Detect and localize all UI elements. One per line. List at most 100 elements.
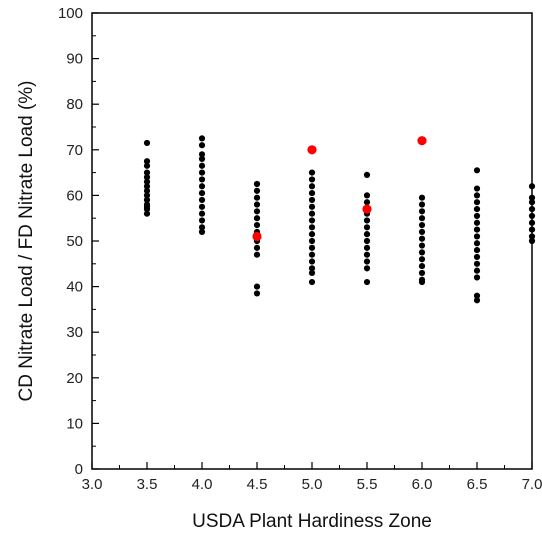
x-tick-label: 4.0 [192, 476, 213, 493]
x-axis-title: USDA Plant Hardiness Zone [192, 511, 432, 532]
black-data-point [528, 194, 536, 201]
black-data-point [308, 265, 316, 272]
black-data-point [473, 267, 481, 274]
y-tick-label: 0 [75, 461, 83, 478]
red-data-point [252, 231, 262, 242]
black-data-point [253, 221, 261, 229]
black-data-point [363, 244, 371, 251]
black-data-point [418, 262, 426, 270]
black-data-point [253, 180, 261, 188]
black-data-point [198, 210, 206, 217]
x-tick-label: 3.0 [82, 476, 103, 493]
black-data-point [473, 219, 481, 226]
x-tick-label: 7.0 [522, 476, 542, 493]
black-data-point [198, 169, 206, 176]
black-data-point [473, 192, 481, 199]
black-data-point [143, 139, 151, 147]
black-data-point [143, 187, 151, 194]
black-data-point [473, 185, 481, 192]
black-data-point [198, 151, 206, 158]
black-data-point [363, 224, 371, 231]
black-data-point [528, 237, 536, 245]
black-data-point [528, 226, 536, 233]
black-data-point [198, 155, 206, 163]
y-tick-label: 50 [66, 233, 83, 250]
black-data-point [363, 251, 371, 258]
black-data-point [198, 183, 206, 190]
black-data-point [308, 217, 316, 224]
black-data-point [308, 196, 316, 204]
black-data-point [528, 199, 536, 206]
black-data-point [473, 240, 481, 247]
black-data-point [253, 215, 261, 222]
black-data-point [143, 196, 151, 204]
black-data-point [473, 212, 481, 220]
y-tick-label: 20 [66, 370, 83, 387]
black-data-point [198, 196, 206, 204]
red-data-point [362, 204, 372, 214]
red-data-point [417, 136, 427, 146]
black-data-point [198, 162, 206, 169]
black-data-point [418, 194, 426, 201]
black-data-point [473, 205, 481, 213]
black-data-point [473, 260, 481, 267]
black-data-point [418, 201, 426, 208]
black-data-point [418, 278, 426, 286]
black-data-point [308, 203, 316, 210]
black-data-point [473, 226, 481, 233]
x-tick-label: 6.5 [467, 476, 488, 493]
black-data-point [198, 228, 206, 235]
y-axis-title: CD Nitrate Load / FD Nitrate Load (%) [16, 80, 37, 401]
black-data-point [253, 251, 261, 258]
y-tick-label: 90 [66, 51, 83, 68]
x-tick-label: 3.5 [137, 476, 158, 493]
black-data-point [308, 176, 316, 183]
black-data-point [528, 205, 536, 213]
data-points [143, 135, 536, 304]
black-data-point [253, 290, 261, 297]
black-data-point [363, 265, 371, 272]
x-tick-label: 6.0 [412, 476, 433, 493]
black-data-point [363, 258, 371, 265]
x-axis-ticks: 3.0 3.5 4.0 4.5 5.0 5.5 6.0 6.5 7.0 [82, 462, 542, 493]
black-data-point [253, 187, 261, 194]
y-axis-ticks: 0 10 20 30 40 50 60 70 80 90 100 [58, 5, 99, 478]
black-data-point [418, 249, 426, 256]
black-data-point [418, 215, 426, 222]
black-data-point [473, 233, 481, 240]
black-data-point [198, 142, 206, 149]
black-data-point [418, 221, 426, 229]
black-data-point [308, 169, 316, 176]
black-data-point [308, 190, 316, 197]
black-data-point [473, 199, 481, 206]
x-tick-label: 4.5 [247, 476, 268, 493]
black-data-point [363, 231, 371, 238]
black-data-point [418, 208, 426, 215]
black-data-point [253, 208, 261, 215]
black-data-point [198, 190, 206, 197]
y-tick-label: 40 [66, 279, 83, 296]
y-tick-label: 60 [66, 187, 83, 204]
y-tick-label: 100 [58, 5, 83, 22]
black-data-point [253, 244, 261, 251]
black-data-point [143, 178, 151, 185]
black-data-point [308, 183, 316, 190]
black-data-point [528, 183, 536, 190]
black-data-point [143, 169, 151, 176]
y-tick-label: 80 [66, 96, 83, 113]
black-data-point [473, 292, 481, 299]
y-tick-label: 70 [66, 142, 83, 159]
black-data-point [308, 231, 316, 238]
black-data-point [418, 269, 426, 277]
black-data-point [308, 210, 316, 217]
black-data-point [363, 237, 371, 245]
black-data-point [198, 203, 206, 210]
black-data-point [198, 135, 206, 142]
black-data-point [363, 171, 371, 178]
black-data-point [308, 269, 316, 277]
black-data-point [528, 219, 536, 226]
red-data-point [307, 145, 317, 155]
black-data-point [363, 192, 371, 199]
black-data-point [308, 237, 316, 245]
